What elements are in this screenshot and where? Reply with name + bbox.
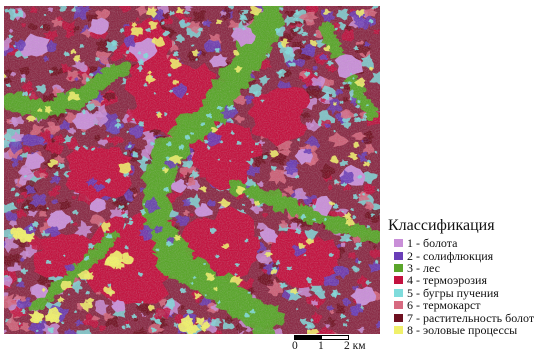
legend-item-forest: 3 - лес: [394, 262, 553, 274]
legend-swatch: [394, 325, 403, 334]
map-image: [4, 6, 380, 334]
legend-label: 8 - эоловые процессы: [407, 322, 518, 337]
legend-items: 1 - болота 2 - солифлюкция 3 - лес 4 - т…: [388, 237, 553, 336]
legend-item-thermokarst: 6 - термокарст: [394, 299, 553, 311]
legend-label: 3 - лес: [407, 260, 440, 275]
legend-item-bog-vegetation: 7 - растительность болот: [394, 310, 553, 325]
legend-title: Классификация: [388, 217, 495, 234]
legend-item-aeolian: 8 - эоловые процессы: [394, 324, 553, 336]
scale-label-0: 0: [292, 340, 298, 352]
legend-label: 6 - термокарст: [407, 298, 481, 313]
legend: Классификация 1 - болота 2 - солифлюкция…: [388, 217, 553, 336]
scale-label-2: 2 км: [344, 340, 366, 352]
scale-label-1: 1: [318, 340, 324, 352]
legend-label: 1 - болота: [407, 236, 458, 251]
legend-swatch: [394, 263, 403, 272]
legend-item-frost-mounds: 5 - бугры пучения: [394, 287, 553, 299]
scale-bar: 0 1 2 км: [292, 335, 392, 355]
legend-label: 5 - бугры пучения: [407, 285, 499, 300]
scale-bar-graphic: [294, 335, 349, 340]
legend-label: 4 - термоэрозия: [407, 273, 487, 288]
classification-map: [4, 6, 380, 334]
legend-swatch: [394, 239, 403, 248]
legend-swatch: [394, 301, 403, 310]
legend-item-bogs: 1 - болота: [394, 237, 553, 249]
legend-label: 2 - солифлюкция: [407, 248, 494, 263]
legend-swatch: [394, 251, 403, 260]
legend-label: 7 - растительность болот: [407, 310, 535, 325]
legend-item-solifluction: 2 - солифлюкция: [394, 248, 553, 263]
legend-swatch: [394, 276, 403, 285]
legend-item-thermoerosion: 4 - термоэрозия: [394, 274, 553, 286]
legend-swatch: [394, 288, 403, 297]
legend-swatch: [394, 313, 403, 322]
